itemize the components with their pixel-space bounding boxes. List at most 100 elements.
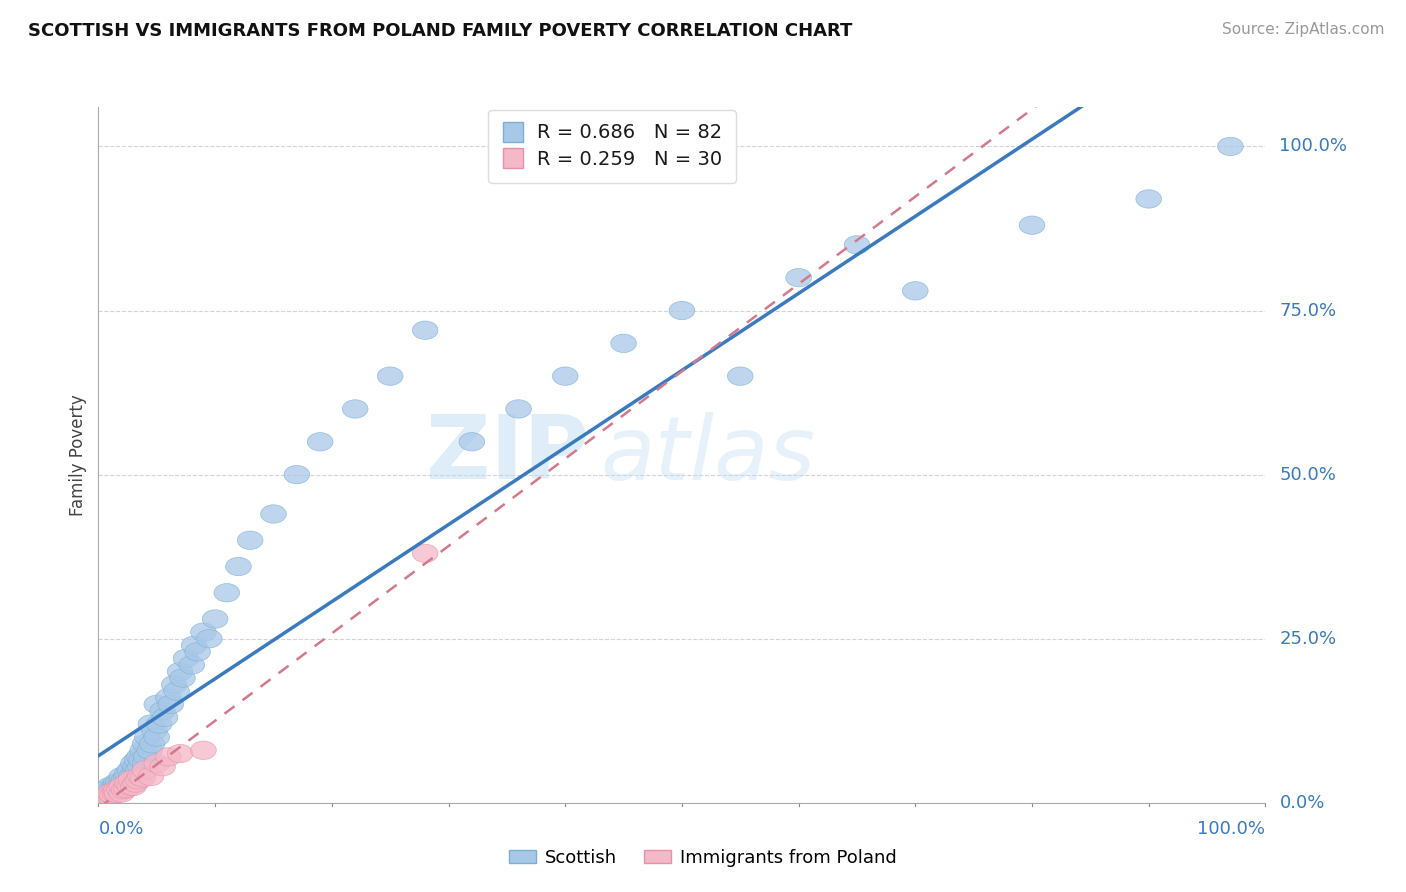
Ellipse shape (117, 777, 143, 796)
Ellipse shape (191, 741, 217, 759)
Ellipse shape (101, 780, 127, 797)
Ellipse shape (124, 751, 150, 769)
Ellipse shape (553, 367, 578, 385)
Ellipse shape (128, 757, 153, 776)
Ellipse shape (121, 755, 146, 772)
Ellipse shape (112, 774, 138, 792)
Ellipse shape (143, 728, 170, 747)
Legend: Scottish, Immigrants from Poland: Scottish, Immigrants from Poland (502, 842, 904, 874)
Ellipse shape (111, 771, 136, 789)
Ellipse shape (146, 714, 172, 733)
Ellipse shape (260, 505, 287, 524)
Ellipse shape (458, 433, 485, 451)
Ellipse shape (108, 777, 135, 796)
Ellipse shape (610, 334, 637, 352)
Ellipse shape (162, 675, 187, 694)
Ellipse shape (308, 433, 333, 451)
Ellipse shape (143, 695, 170, 714)
Ellipse shape (184, 642, 211, 661)
Ellipse shape (105, 774, 131, 792)
Ellipse shape (121, 771, 146, 789)
Ellipse shape (115, 774, 141, 792)
Ellipse shape (97, 777, 122, 796)
Ellipse shape (97, 784, 122, 802)
Ellipse shape (125, 771, 150, 789)
Ellipse shape (238, 531, 263, 549)
Ellipse shape (129, 751, 155, 769)
Ellipse shape (669, 301, 695, 319)
Ellipse shape (1019, 216, 1045, 235)
Ellipse shape (122, 764, 148, 782)
Ellipse shape (191, 623, 217, 641)
Ellipse shape (115, 764, 141, 782)
Text: Source: ZipAtlas.com: Source: ZipAtlas.com (1222, 22, 1385, 37)
Ellipse shape (150, 702, 176, 720)
Text: SCOTTISH VS IMMIGRANTS FROM POLAND FAMILY POVERTY CORRELATION CHART: SCOTTISH VS IMMIGRANTS FROM POLAND FAMIL… (28, 22, 852, 40)
Ellipse shape (103, 781, 129, 800)
Ellipse shape (114, 767, 139, 786)
Ellipse shape (128, 767, 153, 786)
Ellipse shape (134, 747, 159, 766)
Ellipse shape (93, 789, 118, 806)
Ellipse shape (103, 780, 129, 799)
Ellipse shape (143, 755, 170, 772)
Ellipse shape (156, 689, 181, 707)
Ellipse shape (108, 775, 134, 794)
Ellipse shape (225, 558, 252, 575)
Ellipse shape (506, 400, 531, 418)
Ellipse shape (97, 780, 122, 799)
Ellipse shape (132, 761, 157, 780)
Ellipse shape (202, 610, 228, 628)
Text: 75.0%: 75.0% (1279, 301, 1337, 319)
Text: 0.0%: 0.0% (1279, 794, 1324, 812)
Ellipse shape (844, 235, 870, 254)
Ellipse shape (90, 790, 115, 809)
Ellipse shape (132, 734, 157, 753)
Text: 50.0%: 50.0% (1279, 466, 1336, 483)
Ellipse shape (163, 682, 190, 700)
Ellipse shape (129, 741, 156, 759)
Ellipse shape (117, 761, 143, 780)
Ellipse shape (110, 777, 136, 796)
Y-axis label: Family Poverty: Family Poverty (69, 394, 87, 516)
Ellipse shape (214, 583, 239, 602)
Ellipse shape (115, 774, 142, 792)
Ellipse shape (412, 321, 439, 339)
Ellipse shape (129, 769, 156, 787)
Ellipse shape (100, 786, 125, 804)
Ellipse shape (136, 741, 163, 759)
Ellipse shape (111, 780, 136, 799)
Text: 25.0%: 25.0% (1279, 630, 1337, 648)
Ellipse shape (152, 708, 177, 727)
Text: 100.0%: 100.0% (1279, 137, 1347, 155)
Ellipse shape (170, 669, 195, 687)
Ellipse shape (157, 695, 184, 714)
Ellipse shape (156, 747, 181, 766)
Ellipse shape (127, 747, 152, 766)
Text: 0.0%: 0.0% (98, 821, 143, 838)
Ellipse shape (97, 787, 122, 805)
Ellipse shape (118, 767, 143, 786)
Ellipse shape (142, 722, 167, 739)
Ellipse shape (284, 466, 309, 483)
Ellipse shape (181, 636, 207, 655)
Ellipse shape (786, 268, 811, 287)
Ellipse shape (103, 774, 129, 792)
Text: 100.0%: 100.0% (1198, 821, 1265, 838)
Ellipse shape (108, 784, 135, 802)
Ellipse shape (122, 757, 149, 776)
Ellipse shape (108, 780, 135, 799)
Ellipse shape (167, 663, 193, 681)
Text: ZIP: ZIP (426, 411, 589, 499)
Ellipse shape (139, 734, 165, 753)
Ellipse shape (115, 777, 141, 796)
Ellipse shape (125, 761, 150, 780)
Ellipse shape (412, 544, 439, 563)
Ellipse shape (150, 757, 176, 776)
Ellipse shape (94, 780, 120, 799)
Ellipse shape (114, 780, 139, 797)
Text: atlas: atlas (600, 412, 815, 498)
Ellipse shape (104, 784, 129, 803)
Ellipse shape (101, 784, 128, 802)
Ellipse shape (1136, 190, 1161, 208)
